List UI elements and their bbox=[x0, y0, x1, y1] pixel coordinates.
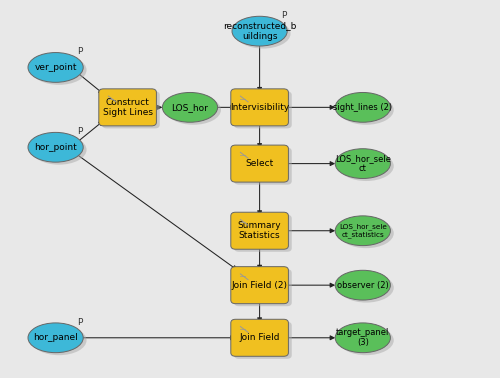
Text: reconstructed_b
uildings: reconstructed_b uildings bbox=[223, 22, 296, 41]
Ellipse shape bbox=[335, 216, 390, 246]
Ellipse shape bbox=[338, 151, 394, 181]
Text: P: P bbox=[76, 318, 82, 327]
Ellipse shape bbox=[335, 270, 390, 300]
Ellipse shape bbox=[236, 19, 290, 48]
FancyBboxPatch shape bbox=[234, 91, 292, 129]
Ellipse shape bbox=[32, 135, 86, 165]
FancyBboxPatch shape bbox=[234, 322, 292, 359]
Text: Intervisibility: Intervisibility bbox=[230, 103, 289, 112]
Ellipse shape bbox=[162, 93, 218, 122]
Text: Join Field (2): Join Field (2) bbox=[232, 280, 287, 290]
FancyBboxPatch shape bbox=[102, 91, 160, 129]
FancyBboxPatch shape bbox=[234, 215, 292, 252]
FancyBboxPatch shape bbox=[99, 89, 156, 126]
FancyBboxPatch shape bbox=[234, 148, 292, 184]
FancyBboxPatch shape bbox=[231, 212, 288, 249]
Text: LOS_hor: LOS_hor bbox=[172, 103, 208, 112]
FancyBboxPatch shape bbox=[231, 266, 288, 304]
Text: ver_point: ver_point bbox=[34, 63, 77, 72]
Ellipse shape bbox=[338, 218, 394, 248]
Ellipse shape bbox=[338, 325, 394, 355]
Text: Select: Select bbox=[246, 159, 274, 168]
Ellipse shape bbox=[32, 325, 86, 355]
Text: observer (2): observer (2) bbox=[337, 280, 388, 290]
Text: hor_panel: hor_panel bbox=[33, 333, 78, 342]
Ellipse shape bbox=[335, 93, 390, 122]
Ellipse shape bbox=[338, 273, 394, 302]
FancyBboxPatch shape bbox=[231, 319, 288, 356]
Ellipse shape bbox=[28, 323, 83, 353]
FancyBboxPatch shape bbox=[234, 269, 292, 306]
Text: sight_lines (2): sight_lines (2) bbox=[333, 103, 392, 112]
FancyBboxPatch shape bbox=[231, 145, 288, 182]
Ellipse shape bbox=[338, 95, 394, 125]
Ellipse shape bbox=[28, 132, 83, 162]
Text: P: P bbox=[76, 48, 82, 56]
Ellipse shape bbox=[28, 53, 83, 82]
Text: LOS_hor_sele
ct: LOS_hor_sele ct bbox=[335, 154, 391, 173]
FancyBboxPatch shape bbox=[231, 89, 288, 126]
Ellipse shape bbox=[166, 95, 221, 125]
Text: Join Field: Join Field bbox=[240, 333, 280, 342]
Ellipse shape bbox=[32, 55, 86, 85]
Text: P: P bbox=[280, 11, 286, 20]
Ellipse shape bbox=[232, 16, 287, 46]
Text: hor_point: hor_point bbox=[34, 143, 77, 152]
Text: Construct
Sight Lines: Construct Sight Lines bbox=[102, 98, 152, 117]
Text: target_panel
(3): target_panel (3) bbox=[336, 328, 390, 347]
Text: LOS_hor_sele
ct_statistics: LOS_hor_sele ct_statistics bbox=[339, 223, 386, 238]
Ellipse shape bbox=[335, 149, 390, 178]
Text: P: P bbox=[76, 127, 82, 136]
Text: Summary
Statistics: Summary Statistics bbox=[238, 221, 282, 240]
Ellipse shape bbox=[335, 323, 390, 353]
